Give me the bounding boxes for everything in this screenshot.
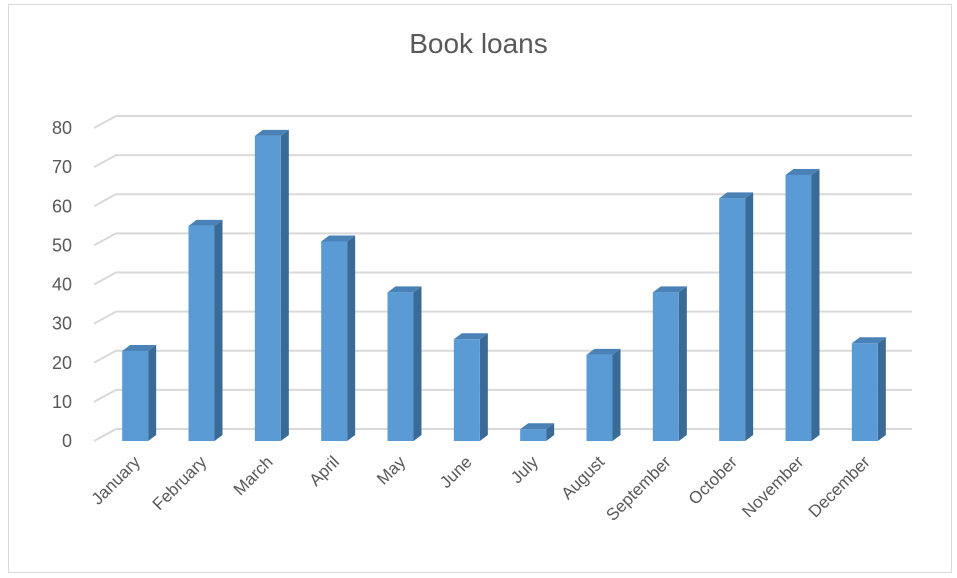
x-tick-label: June [436,452,476,492]
gridline [93,388,912,403]
bar-side [678,286,687,441]
bar [453,339,480,441]
bar-top [785,168,820,175]
gridline [93,349,912,364]
bar-top [254,129,289,136]
bar-side [479,333,488,441]
x-tick-label: March [230,452,277,499]
bar [520,429,547,441]
x-tick-label: December [805,452,874,521]
gridline [93,271,912,286]
y-tick-label: 10 [52,392,72,412]
y-tick-label: 70 [52,157,72,177]
y-tick-label: 80 [52,118,72,138]
bar-side [214,219,223,441]
bar [254,135,281,441]
x-tick-label: November [738,452,807,521]
bar [188,225,215,441]
bar [719,198,746,441]
bar-top [652,286,687,293]
bar [387,292,414,441]
x-tick-label: July [507,452,542,487]
x-tick-label: May [373,452,409,488]
gridline [93,115,912,129]
gridline [93,154,912,169]
y-tick-label: 20 [52,353,72,373]
bar [851,343,878,441]
bar [586,354,613,441]
y-tick-label: 50 [52,235,72,255]
bar-side [280,129,289,441]
bar-side [546,423,555,441]
chart-title: Book loans [409,28,548,59]
y-tick-label: 0 [62,431,72,451]
bar [122,351,149,441]
y-tick-label: 40 [52,275,72,295]
bar [321,241,348,441]
bar [652,292,679,441]
bar-top [387,286,422,293]
bar-top [520,423,555,430]
y-tick-label: 30 [52,314,72,334]
bar-top [122,345,157,352]
bar-top [851,337,886,344]
x-tick-label: January [88,452,145,509]
gridline [93,232,912,247]
bar-top [719,192,754,199]
bar-top [188,219,223,226]
x-tick-label: April [306,452,343,489]
bar-top [586,348,621,355]
x-tick-label: September [602,452,674,524]
bar-side [413,286,422,441]
bar-top [321,235,356,242]
gridline [93,428,912,442]
bar-side [745,192,754,441]
x-tick-label: February [149,452,211,514]
bar-side [811,168,820,441]
bar-side [148,345,157,441]
x-tick-label: October [685,452,741,508]
bar-side [877,337,886,441]
gridline [93,310,912,325]
gridline [93,193,912,208]
bar-side [612,348,621,441]
bar-side [347,235,356,441]
y-tick-label: 60 [52,196,72,216]
x-tick-label: August [557,452,608,503]
bar-top [453,333,488,340]
bar [785,174,812,441]
